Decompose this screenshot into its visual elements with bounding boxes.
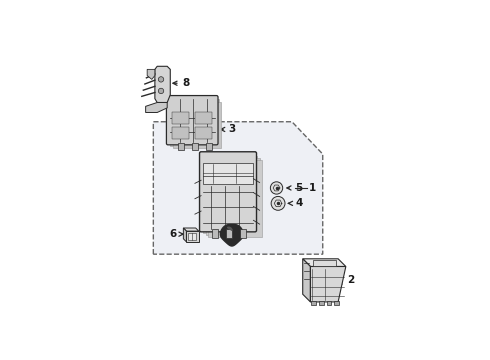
- Polygon shape: [171, 99, 219, 145]
- FancyBboxPatch shape: [199, 152, 257, 232]
- Polygon shape: [220, 224, 244, 246]
- Bar: [172, 112, 189, 124]
- Polygon shape: [183, 228, 199, 231]
- Bar: [206, 143, 212, 150]
- Circle shape: [158, 77, 164, 82]
- Polygon shape: [187, 231, 199, 242]
- Bar: [327, 301, 331, 305]
- Bar: [311, 301, 316, 305]
- Bar: [195, 127, 212, 139]
- Bar: [188, 233, 196, 240]
- Bar: [195, 112, 212, 124]
- Polygon shape: [303, 259, 346, 266]
- FancyBboxPatch shape: [167, 95, 218, 145]
- Text: 5: 5: [287, 183, 302, 193]
- Bar: [334, 301, 339, 305]
- Text: 6: 6: [169, 229, 183, 239]
- Polygon shape: [153, 122, 323, 254]
- Polygon shape: [208, 160, 262, 237]
- Polygon shape: [147, 69, 155, 80]
- Bar: [172, 127, 189, 139]
- Bar: [319, 301, 323, 305]
- Circle shape: [271, 197, 285, 210]
- Circle shape: [158, 88, 164, 94]
- Polygon shape: [206, 158, 260, 235]
- Text: 4: 4: [289, 198, 302, 208]
- Text: 2: 2: [338, 275, 355, 285]
- Text: 7: 7: [245, 229, 261, 239]
- Bar: [212, 229, 218, 238]
- Polygon shape: [155, 66, 171, 103]
- Polygon shape: [172, 102, 221, 148]
- Circle shape: [270, 182, 283, 194]
- Polygon shape: [203, 156, 257, 233]
- Bar: [178, 143, 184, 150]
- Bar: [240, 229, 246, 238]
- Text: 1: 1: [309, 183, 316, 193]
- Polygon shape: [183, 228, 187, 242]
- Text: 3: 3: [220, 125, 236, 134]
- Polygon shape: [227, 227, 232, 230]
- Polygon shape: [303, 259, 311, 302]
- Bar: [226, 229, 232, 238]
- Bar: [313, 260, 336, 266]
- Polygon shape: [311, 266, 346, 302]
- Polygon shape: [146, 103, 167, 112]
- Text: 8: 8: [173, 78, 190, 88]
- Bar: [203, 163, 253, 184]
- Bar: [192, 143, 198, 150]
